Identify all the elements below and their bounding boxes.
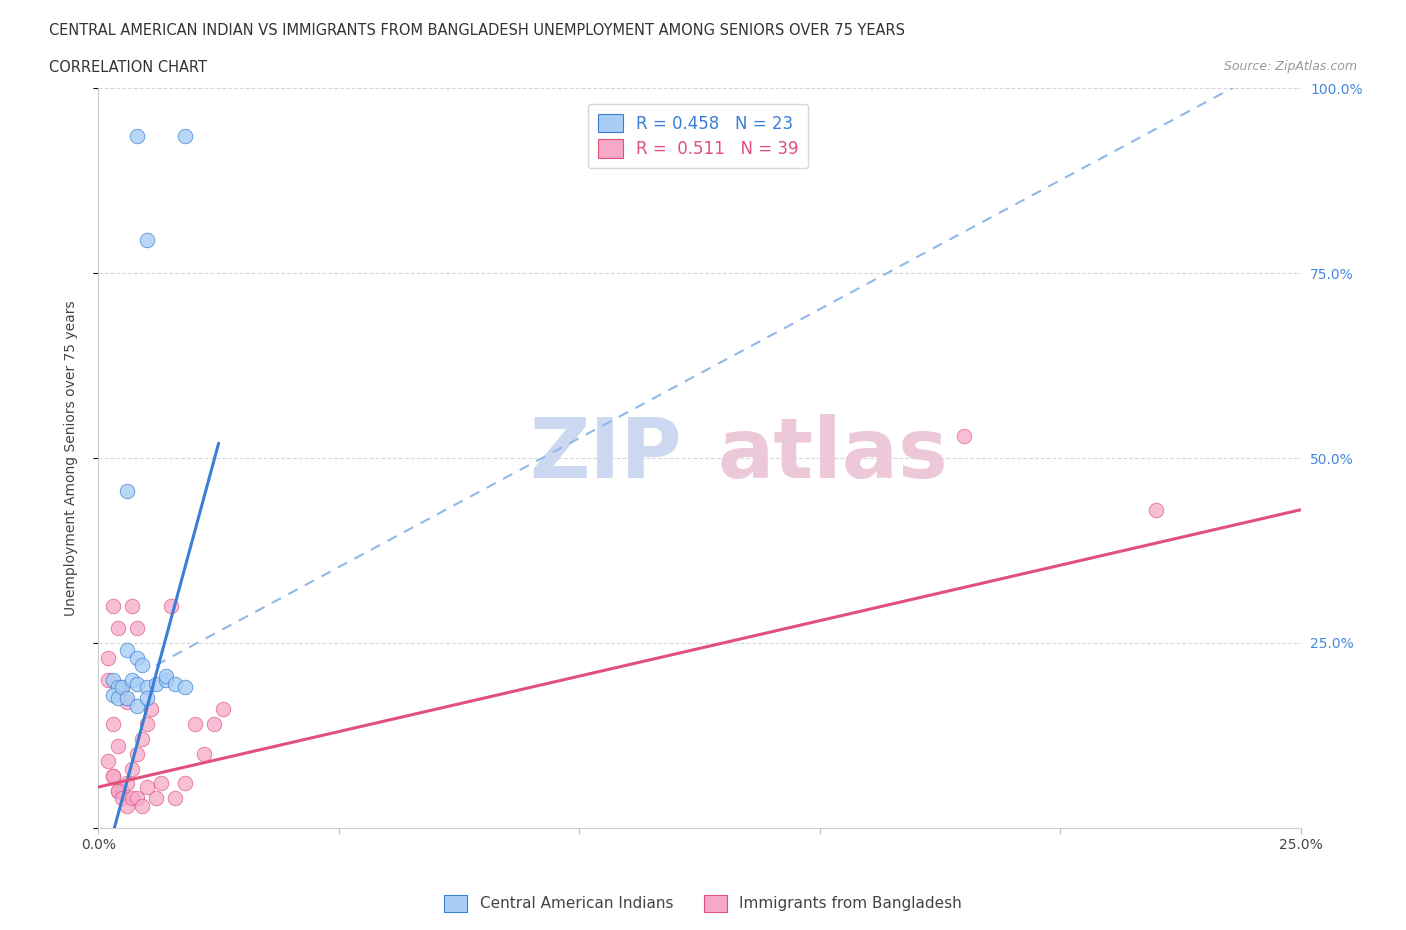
- Point: [174, 680, 197, 695]
- Point: [212, 702, 235, 717]
- Point: [107, 739, 129, 754]
- Point: [111, 790, 134, 805]
- Point: [101, 599, 124, 614]
- Text: ZIP: ZIP: [529, 414, 682, 495]
- Point: [125, 676, 148, 691]
- Point: [174, 776, 197, 790]
- Point: [101, 717, 124, 732]
- Legend: R = 0.458   N = 23, R =  0.511   N = 39: R = 0.458 N = 23, R = 0.511 N = 39: [588, 104, 808, 168]
- Point: [117, 776, 139, 790]
- Text: CENTRAL AMERICAN INDIAN VS IMMIGRANTS FROM BANGLADESH UNEMPLOYMENT AMONG SENIORS: CENTRAL AMERICAN INDIAN VS IMMIGRANTS FR…: [49, 23, 905, 38]
- Point: [135, 779, 157, 794]
- Point: [193, 746, 215, 761]
- Point: [159, 599, 181, 614]
- Text: Source: ZipAtlas.com: Source: ZipAtlas.com: [1223, 60, 1357, 73]
- Point: [135, 680, 157, 695]
- Point: [97, 650, 120, 665]
- Point: [111, 680, 134, 695]
- Point: [145, 676, 167, 691]
- Point: [125, 129, 148, 144]
- Point: [131, 732, 153, 747]
- Point: [125, 698, 148, 713]
- Point: [101, 672, 124, 687]
- Point: [107, 680, 129, 695]
- Point: [165, 676, 187, 691]
- Legend: Central American Indians, Immigrants from Bangladesh: Central American Indians, Immigrants fro…: [439, 889, 967, 918]
- Point: [145, 790, 167, 805]
- Point: [111, 680, 134, 695]
- Point: [121, 672, 143, 687]
- Point: [117, 798, 139, 813]
- Point: [135, 232, 157, 247]
- Point: [117, 643, 139, 658]
- Point: [131, 658, 153, 672]
- Point: [107, 783, 129, 798]
- Point: [165, 790, 187, 805]
- Point: [117, 695, 139, 710]
- Point: [97, 672, 120, 687]
- Text: CORRELATION CHART: CORRELATION CHART: [49, 60, 207, 75]
- Point: [107, 783, 129, 798]
- Point: [121, 761, 143, 776]
- Point: [125, 790, 148, 805]
- Point: [202, 717, 225, 732]
- Point: [121, 790, 143, 805]
- Point: [174, 129, 197, 144]
- Point: [117, 484, 139, 498]
- Point: [101, 687, 124, 702]
- Point: [149, 776, 172, 790]
- Point: [125, 620, 148, 635]
- Y-axis label: Unemployment Among Seniors over 75 years: Unemployment Among Seniors over 75 years: [63, 300, 77, 616]
- Point: [107, 620, 129, 635]
- Point: [125, 746, 148, 761]
- Point: [101, 768, 124, 783]
- Point: [155, 672, 177, 687]
- Point: [121, 599, 143, 614]
- Point: [141, 702, 163, 717]
- Point: [953, 429, 976, 444]
- Point: [155, 669, 177, 684]
- Point: [131, 798, 153, 813]
- Point: [107, 691, 129, 706]
- Text: atlas: atlas: [717, 414, 948, 495]
- Point: [101, 768, 124, 783]
- Point: [1144, 502, 1167, 517]
- Point: [125, 650, 148, 665]
- Point: [135, 691, 157, 706]
- Point: [135, 717, 157, 732]
- Point: [117, 691, 139, 706]
- Point: [97, 753, 120, 768]
- Point: [111, 783, 134, 798]
- Point: [183, 717, 205, 732]
